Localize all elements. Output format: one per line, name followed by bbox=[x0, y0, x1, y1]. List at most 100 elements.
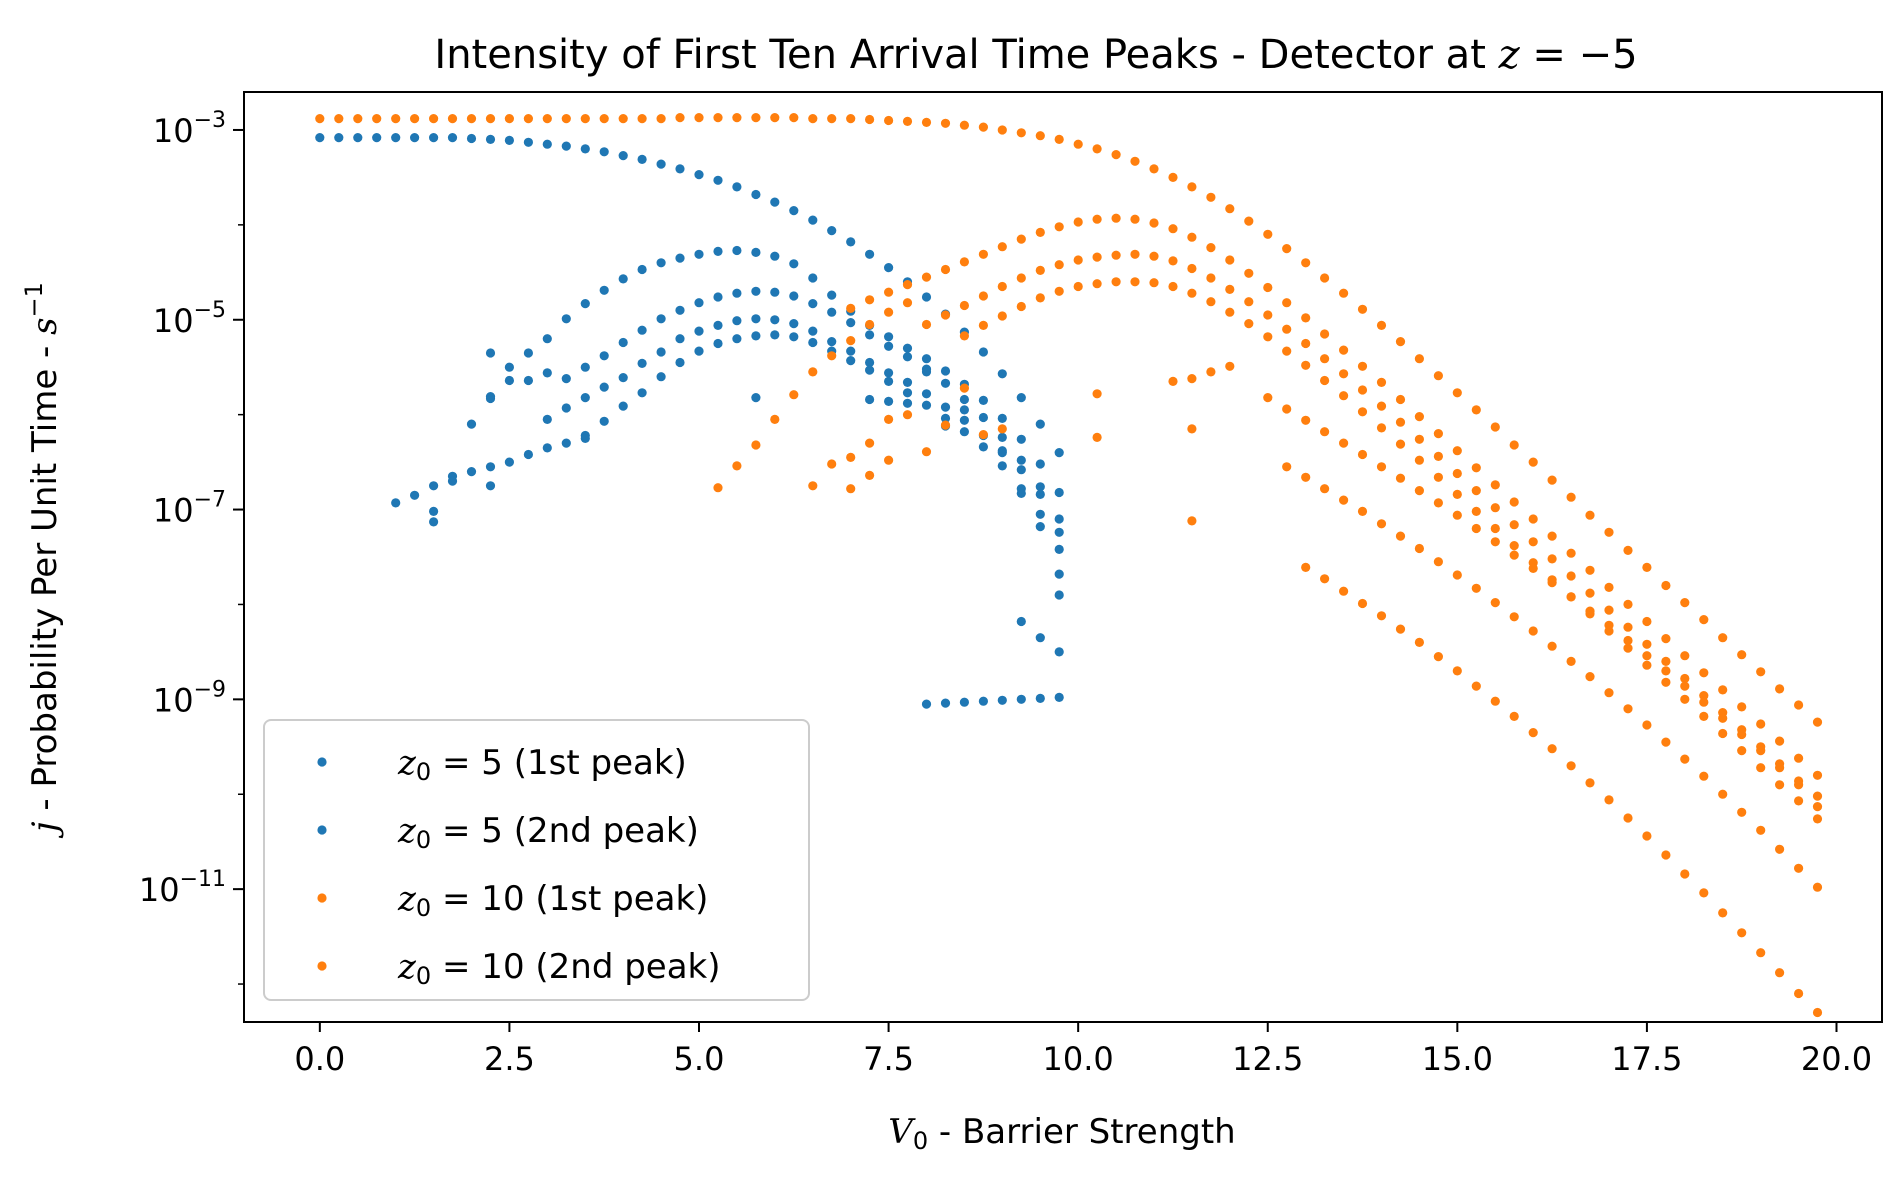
data-point bbox=[694, 346, 704, 356]
data-point bbox=[618, 151, 628, 161]
data-point bbox=[827, 337, 837, 347]
data-point bbox=[1528, 563, 1538, 574]
data-point bbox=[846, 114, 856, 124]
data-point bbox=[1339, 391, 1349, 401]
x-axis: 0.0 2.5 5.0 7.5 10.0 12.5 15.0 17.5 20.0 bbox=[294, 1022, 1872, 1078]
data-point bbox=[1794, 988, 1804, 999]
legend-label: z0 = 10 (1st peak) bbox=[397, 879, 708, 922]
data-point bbox=[902, 398, 913, 408]
data-point bbox=[1699, 691, 1709, 701]
data-point bbox=[997, 695, 1007, 705]
data-point bbox=[466, 419, 477, 429]
data-point bbox=[599, 147, 609, 157]
data-point bbox=[1301, 562, 1311, 573]
data-point bbox=[1035, 227, 1045, 237]
data-point bbox=[1035, 693, 1045, 704]
data-point bbox=[789, 113, 799, 123]
data-point bbox=[504, 375, 514, 386]
data-point bbox=[1225, 204, 1235, 214]
data-point bbox=[978, 291, 989, 301]
data-point bbox=[940, 413, 951, 423]
data-point bbox=[1054, 514, 1064, 524]
data-point bbox=[865, 394, 875, 405]
data-point bbox=[1376, 377, 1387, 387]
y-axis-label: j - Probability Per Unit Time - s−1 bbox=[20, 282, 65, 839]
data-point bbox=[1452, 510, 1462, 520]
data-point bbox=[315, 133, 325, 143]
data-point bbox=[334, 114, 344, 124]
data-point bbox=[978, 696, 989, 706]
data-point bbox=[808, 481, 818, 491]
data-point bbox=[1016, 301, 1026, 312]
data-point bbox=[599, 416, 609, 426]
data-point bbox=[884, 368, 894, 378]
data-point bbox=[1452, 666, 1462, 676]
data-point bbox=[902, 388, 913, 398]
data-point bbox=[1680, 869, 1690, 879]
data-point bbox=[751, 286, 761, 296]
data-point bbox=[902, 116, 913, 126]
data-point bbox=[1604, 605, 1614, 615]
data-point bbox=[1737, 729, 1747, 740]
data-point bbox=[1490, 696, 1500, 706]
data-point bbox=[1737, 650, 1747, 660]
data-point bbox=[1680, 598, 1690, 608]
data-point bbox=[1661, 850, 1671, 860]
data-point bbox=[447, 133, 458, 143]
data-point bbox=[1282, 462, 1292, 472]
data-point bbox=[1054, 569, 1064, 579]
data-point bbox=[1149, 251, 1159, 261]
data-point bbox=[959, 427, 970, 437]
data-point bbox=[1699, 888, 1709, 898]
data-point bbox=[959, 120, 970, 130]
data-point bbox=[1149, 218, 1159, 228]
data-point bbox=[1490, 503, 1500, 513]
y-tick-label: 10−5 bbox=[153, 298, 226, 340]
data-point bbox=[789, 259, 799, 269]
data-point bbox=[1092, 214, 1102, 224]
data-point bbox=[1054, 544, 1064, 555]
data-point bbox=[675, 357, 685, 368]
data-point bbox=[1585, 606, 1595, 616]
axes-frame bbox=[243, 91, 1883, 1023]
data-point bbox=[1528, 514, 1538, 524]
data-point bbox=[1623, 704, 1633, 714]
data-point bbox=[429, 133, 439, 143]
data-point bbox=[997, 432, 1007, 442]
data-point bbox=[618, 337, 628, 348]
data-point bbox=[1452, 570, 1462, 580]
data-point bbox=[429, 506, 439, 516]
data-point bbox=[1452, 446, 1462, 456]
data-point bbox=[1471, 506, 1481, 516]
data-point bbox=[997, 461, 1007, 471]
data-point bbox=[1604, 582, 1614, 593]
data-point bbox=[1585, 588, 1595, 598]
data-point bbox=[334, 133, 344, 143]
data-point bbox=[599, 114, 609, 124]
data-point bbox=[1718, 728, 1728, 739]
data-point bbox=[1187, 516, 1197, 526]
data-point bbox=[485, 392, 496, 402]
data-point bbox=[1585, 778, 1595, 788]
data-point bbox=[542, 368, 552, 378]
data-point bbox=[1301, 360, 1311, 370]
data-point bbox=[1642, 562, 1652, 573]
data-point bbox=[921, 292, 932, 302]
data-point bbox=[940, 378, 951, 388]
data-point bbox=[1054, 527, 1064, 537]
data-point bbox=[713, 338, 723, 349]
data-point bbox=[1206, 273, 1216, 283]
data-point bbox=[1756, 746, 1766, 756]
data-point bbox=[827, 226, 837, 236]
data-point bbox=[1244, 319, 1254, 329]
data-point bbox=[997, 125, 1007, 135]
data-point bbox=[1168, 172, 1178, 182]
data-point bbox=[580, 433, 590, 443]
data-point bbox=[1054, 590, 1064, 600]
data-point bbox=[1263, 229, 1273, 239]
data-point bbox=[1263, 282, 1273, 293]
data-point bbox=[902, 343, 913, 353]
data-point bbox=[1794, 863, 1804, 873]
data-point bbox=[1054, 647, 1064, 657]
data-point bbox=[618, 373, 628, 383]
